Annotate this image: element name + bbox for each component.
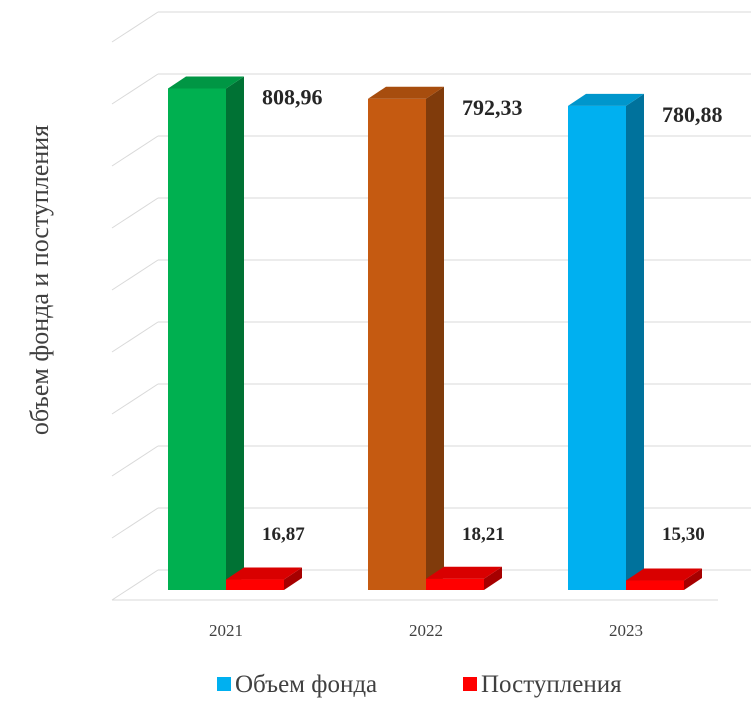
gridline-side xyxy=(111,135,159,167)
data-label: 15,30 xyxy=(662,524,705,545)
gridline-side xyxy=(111,507,159,539)
data-label: 780,88 xyxy=(662,102,723,127)
bar-2022-fund-front xyxy=(368,98,426,590)
legend-entry: Поступления xyxy=(481,671,622,698)
bar-2022-receipts-top xyxy=(426,566,502,579)
data-labels: 808,96 16,87 792,33 18,21 780,88 15,30 xyxy=(262,84,723,545)
x-tick-labels: 2021 2022 2023 xyxy=(209,621,643,640)
bar-2021-fund-side xyxy=(226,76,244,590)
gridline-side xyxy=(111,11,159,43)
gridline-side xyxy=(111,259,159,291)
bar-2023-receipts-front xyxy=(626,580,684,590)
bar-2021-receipts-front xyxy=(226,579,284,590)
bar-2021-fund xyxy=(168,76,244,591)
bar-2023-receipts-side xyxy=(684,568,702,590)
bars xyxy=(168,76,702,591)
bar-2021-fund-front xyxy=(168,88,226,591)
data-label: 16,87 xyxy=(262,524,305,545)
bar-2023-receipts xyxy=(626,568,702,590)
gridline-side xyxy=(111,383,159,415)
bar-2023-fund-side xyxy=(626,93,644,590)
bar-2023-fund-front xyxy=(568,105,626,590)
bar-2022-receipts-side xyxy=(484,566,502,590)
data-label: 792,33 xyxy=(462,95,523,120)
bar-2021-receipts xyxy=(226,567,302,590)
gridline-side xyxy=(111,445,159,477)
x-tick-label: 2023 xyxy=(609,621,643,640)
bar-2023-fund xyxy=(568,93,644,590)
bar-2023-receipts-top xyxy=(626,568,702,581)
gridline-side xyxy=(111,73,159,105)
bar-2022-receipts-front xyxy=(426,578,484,590)
bar-2022-fund-top xyxy=(368,86,444,99)
gridline-side xyxy=(111,569,159,601)
legend-entry: Объем фонда xyxy=(235,671,377,698)
x-tick-label: 2021 xyxy=(209,621,243,640)
legend-swatch xyxy=(463,677,477,691)
y-axis-label: объем фонда и поступления xyxy=(25,125,54,435)
legend: Объем фонда Поступления xyxy=(217,671,622,698)
bar-2022-fund xyxy=(368,86,444,590)
x-tick-label: 2022 xyxy=(409,621,443,640)
bar-2021-fund-top xyxy=(168,76,244,89)
bar-2023-fund-top xyxy=(568,93,644,106)
bar-2021-receipts-top xyxy=(226,567,302,580)
gridline-side xyxy=(111,321,159,353)
legend-swatch xyxy=(217,677,231,691)
bar-2022-receipts xyxy=(426,566,502,590)
bar-2022-fund-side xyxy=(426,86,444,590)
data-label: 18,21 xyxy=(462,524,505,545)
data-label: 808,96 xyxy=(262,84,323,109)
bar-2021-receipts-side xyxy=(284,567,302,590)
gridlines xyxy=(111,11,751,601)
gridline-side xyxy=(111,197,159,229)
